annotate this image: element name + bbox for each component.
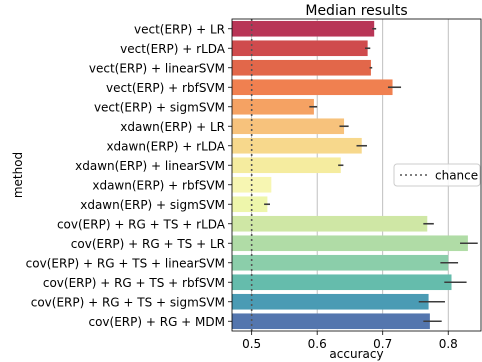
y-tick-label: cov(ERP) + RG + TS + linearSVM — [26, 256, 225, 270]
legend: chance — [393, 163, 481, 187]
y-tick-label: cov(ERP) + RG + TS + LR — [71, 237, 225, 251]
x-tick-label: 0.8 — [439, 337, 458, 351]
bar — [232, 215, 428, 232]
x-tick-label: 0.7 — [373, 337, 392, 351]
y-tick-label: cov(ERP) + RG + TS + sigmSVM — [31, 295, 225, 309]
bar — [232, 313, 430, 330]
bars-layer — [232, 20, 468, 330]
y-tick-label: vect(ERP) + linearSVM — [89, 61, 225, 75]
y-tick-label: xdawn(ERP) + linearSVM — [75, 159, 225, 173]
bar — [232, 235, 468, 252]
y-tick-label: xdawn(ERP) + sigmSVM — [80, 198, 225, 212]
x-axis-label: accuracy — [329, 347, 383, 361]
bar — [232, 98, 314, 115]
bar — [232, 40, 368, 57]
legend-label-chance: chance — [435, 169, 478, 183]
y-tick-label: vect(ERP) + LR — [134, 22, 225, 36]
y-tick-label: cov(ERP) + RG + TS + rLDA — [57, 217, 226, 231]
chart-title: Median results — [305, 3, 407, 19]
bar — [232, 274, 452, 291]
bar — [232, 137, 362, 154]
bar — [232, 79, 393, 96]
x-tick-label: 0.5 — [242, 337, 261, 351]
y-axis-label: method — [11, 152, 25, 198]
bar — [232, 254, 449, 271]
legend-box — [393, 163, 481, 187]
y-tick-label: cov(ERP) + RG + TS + rbfSVM — [43, 276, 225, 290]
axes-frame — [231, 18, 482, 332]
x-tick-label: 0.6 — [308, 337, 327, 351]
y-tick-label: xdawn(ERP) + LR — [120, 120, 225, 134]
bar — [232, 20, 375, 37]
y-tick-label: vect(ERP) + rbfSVM — [106, 81, 225, 95]
y-tick-label: xdawn(ERP) + rLDA — [106, 139, 225, 153]
bar — [232, 157, 341, 174]
bar — [232, 196, 268, 213]
y-tick-label: xdawn(ERP) + rbfSVM — [92, 178, 225, 192]
y-tick-label: vect(ERP) + sigmSVM — [94, 100, 225, 114]
y-ticks: vect(ERP) + LR vect(ERP) + rLDA vect(ERP) … — [26, 22, 232, 329]
bar — [232, 59, 371, 76]
bar — [232, 118, 345, 135]
y-tick-label: vect(ERP) + rLDA — [120, 42, 226, 56]
bar — [232, 293, 429, 310]
y-tick-label: cov(ERP) + RG + MDM — [88, 315, 225, 329]
x-ticks: 0.5 0.6 0.7 0.8 — [242, 331, 458, 351]
errorbars-layer — [264, 27, 478, 323]
